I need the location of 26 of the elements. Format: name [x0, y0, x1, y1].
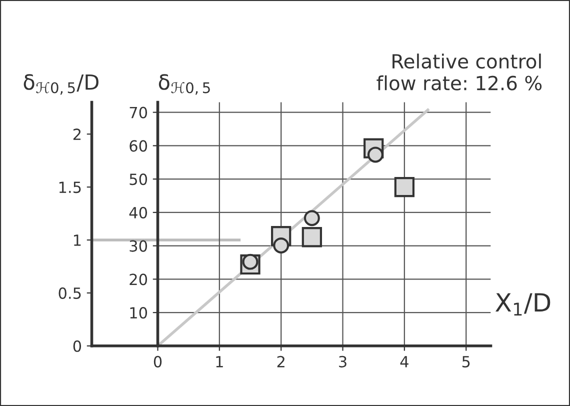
y-tick-label: 50: [130, 174, 148, 186]
point: [394, 177, 415, 198]
y2-tick-label: 0.5: [58, 287, 81, 299]
x-tick-label: 5: [462, 356, 470, 368]
y2-axis-title: δ$_{ℋ0,5}$/D: [24, 74, 98, 95]
y-tick-label: 30: [130, 240, 148, 252]
x-tick-label: 0: [154, 356, 162, 368]
y2-tick-label: 0: [73, 340, 82, 352]
x-tick-label: 1: [216, 356, 223, 368]
point: [302, 227, 322, 248]
x-tick-label: 3: [339, 356, 346, 368]
y-tick-label: 20: [130, 274, 148, 286]
point: [273, 237, 290, 254]
x-tick-label: 2: [277, 356, 284, 368]
x-axis-title: X$_{1}$/D: [496, 293, 550, 316]
x-tick-label: 4: [400, 356, 408, 368]
y2-tick-label: 2: [73, 128, 81, 140]
y-tick-label: 40: [129, 206, 148, 218]
y-axis-title: δ$_{ℋ0,5}$: [158, 74, 210, 95]
y2-tick-label: 1: [74, 234, 81, 246]
y-tick-label: 70: [130, 106, 148, 118]
y2-tick-label: 1.5: [59, 182, 81, 194]
text: Relative control flow rate: 12.6 %: [376, 54, 542, 90]
point: [304, 210, 320, 226]
y-tick-label: 60: [130, 140, 148, 152]
y-tick-label: 10: [130, 307, 148, 319]
